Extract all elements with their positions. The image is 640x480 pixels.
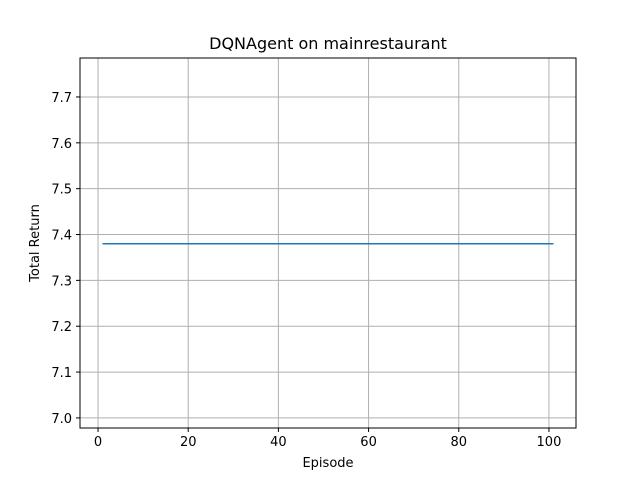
y-tick-label: 7.2	[51, 320, 72, 335]
x-tick-label: 100	[537, 435, 562, 450]
y-tick-label: 7.6	[51, 137, 72, 152]
plot-frame	[79, 57, 577, 429]
x-tick-label: 20	[180, 435, 197, 450]
y-tick-label: 7.5	[51, 183, 72, 198]
y-tick-label: 7.4	[51, 229, 72, 244]
x-tick-label: 40	[270, 435, 287, 450]
y-axis: 7.0 7.1 7.2 7.3 7.4 7.5 7.6 7.7	[51, 91, 80, 427]
x-axis-label: Episode	[302, 456, 353, 471]
y-tick-label: 7.7	[51, 91, 72, 106]
y-tick-label: 7.1	[51, 366, 72, 381]
y-axis-label: Total Return	[28, 204, 43, 283]
y-tick-label: 7.0	[51, 412, 72, 427]
x-tick-label: 80	[450, 435, 467, 450]
x-axis: 0 20 40 60 80 100	[94, 428, 561, 450]
x-tick-label: 60	[360, 435, 377, 450]
x-tick-label: 0	[94, 435, 102, 450]
y-tick-label: 7.3	[51, 274, 72, 289]
chart-title: DQNAgent on mainrestaurant	[209, 34, 447, 53]
